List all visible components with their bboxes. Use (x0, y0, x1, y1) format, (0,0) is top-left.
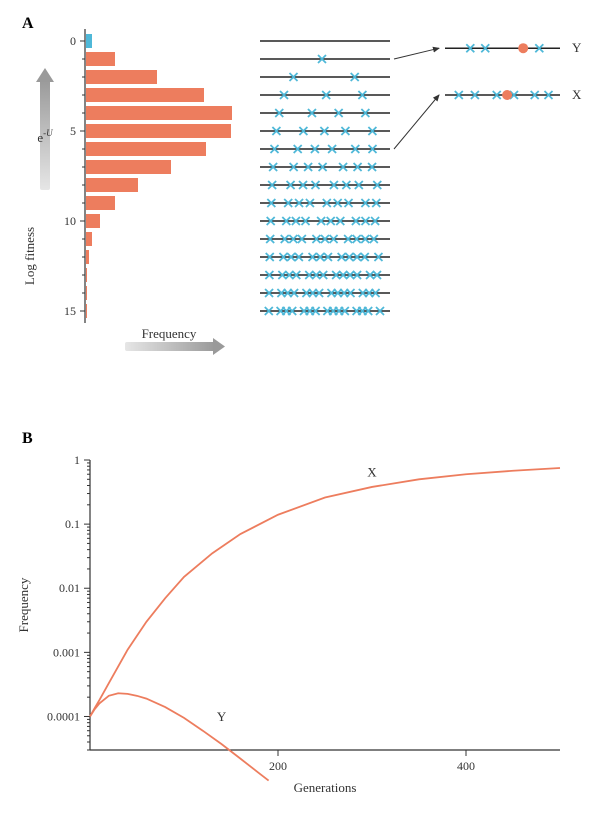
histogram-bar (86, 214, 100, 228)
callout-label: X (572, 87, 582, 102)
histogram-bar (86, 160, 171, 174)
histogram-bar (86, 52, 115, 66)
histogram-bar (86, 304, 87, 318)
callout-arrow (394, 95, 439, 149)
histogram-bar (86, 196, 115, 210)
svg-text:10: 10 (64, 214, 76, 228)
histogram-bar (86, 34, 92, 48)
callout-arrow (394, 48, 439, 59)
histogram-bar (86, 106, 232, 120)
histogram-bar (86, 142, 206, 156)
curve-y (90, 693, 269, 780)
histogram-bar (86, 250, 89, 264)
callout-label: Y (572, 40, 582, 55)
svg-text:0.0001: 0.0001 (47, 709, 80, 723)
histogram-bar (86, 178, 138, 192)
histogram-bar (86, 232, 92, 246)
svg-text:200: 200 (269, 759, 287, 773)
svg-text:0: 0 (70, 34, 76, 48)
svg-text:5: 5 (70, 124, 76, 138)
histogram-bar (86, 70, 157, 84)
histogram-bar (86, 124, 231, 138)
svg-text:0.1: 0.1 (65, 517, 80, 531)
panel-b-svg: 1 0.1 0.01 0.001 0.0001 200 400 Generations Freq… (0, 430, 600, 810)
mutation-dot (502, 90, 512, 100)
svg-text:400: 400 (457, 759, 475, 773)
x-axis-label: Frequency (142, 326, 197, 341)
panel-a-svg: 051015e-ULog fitnessFrequencyYX (0, 0, 600, 400)
histogram-bar (86, 88, 204, 102)
curve-x (90, 468, 560, 716)
y-axis-label-b: Frequency (16, 577, 31, 632)
curve-x-label: X (367, 465, 377, 480)
histogram-bar (86, 268, 87, 282)
curve-y-label: Y (217, 709, 227, 724)
x-axis-label-b: Generations (294, 780, 357, 795)
svg-text:15: 15 (64, 304, 76, 318)
svg-text:0.01: 0.01 (59, 581, 80, 595)
x-axis-arrow (125, 342, 215, 351)
histogram-bar (86, 286, 87, 300)
svg-text:1: 1 (74, 453, 80, 467)
svg-text:0.001: 0.001 (53, 645, 80, 659)
y-axis-label-lower: Log fitness (22, 227, 37, 285)
mutation-dot (518, 43, 528, 53)
